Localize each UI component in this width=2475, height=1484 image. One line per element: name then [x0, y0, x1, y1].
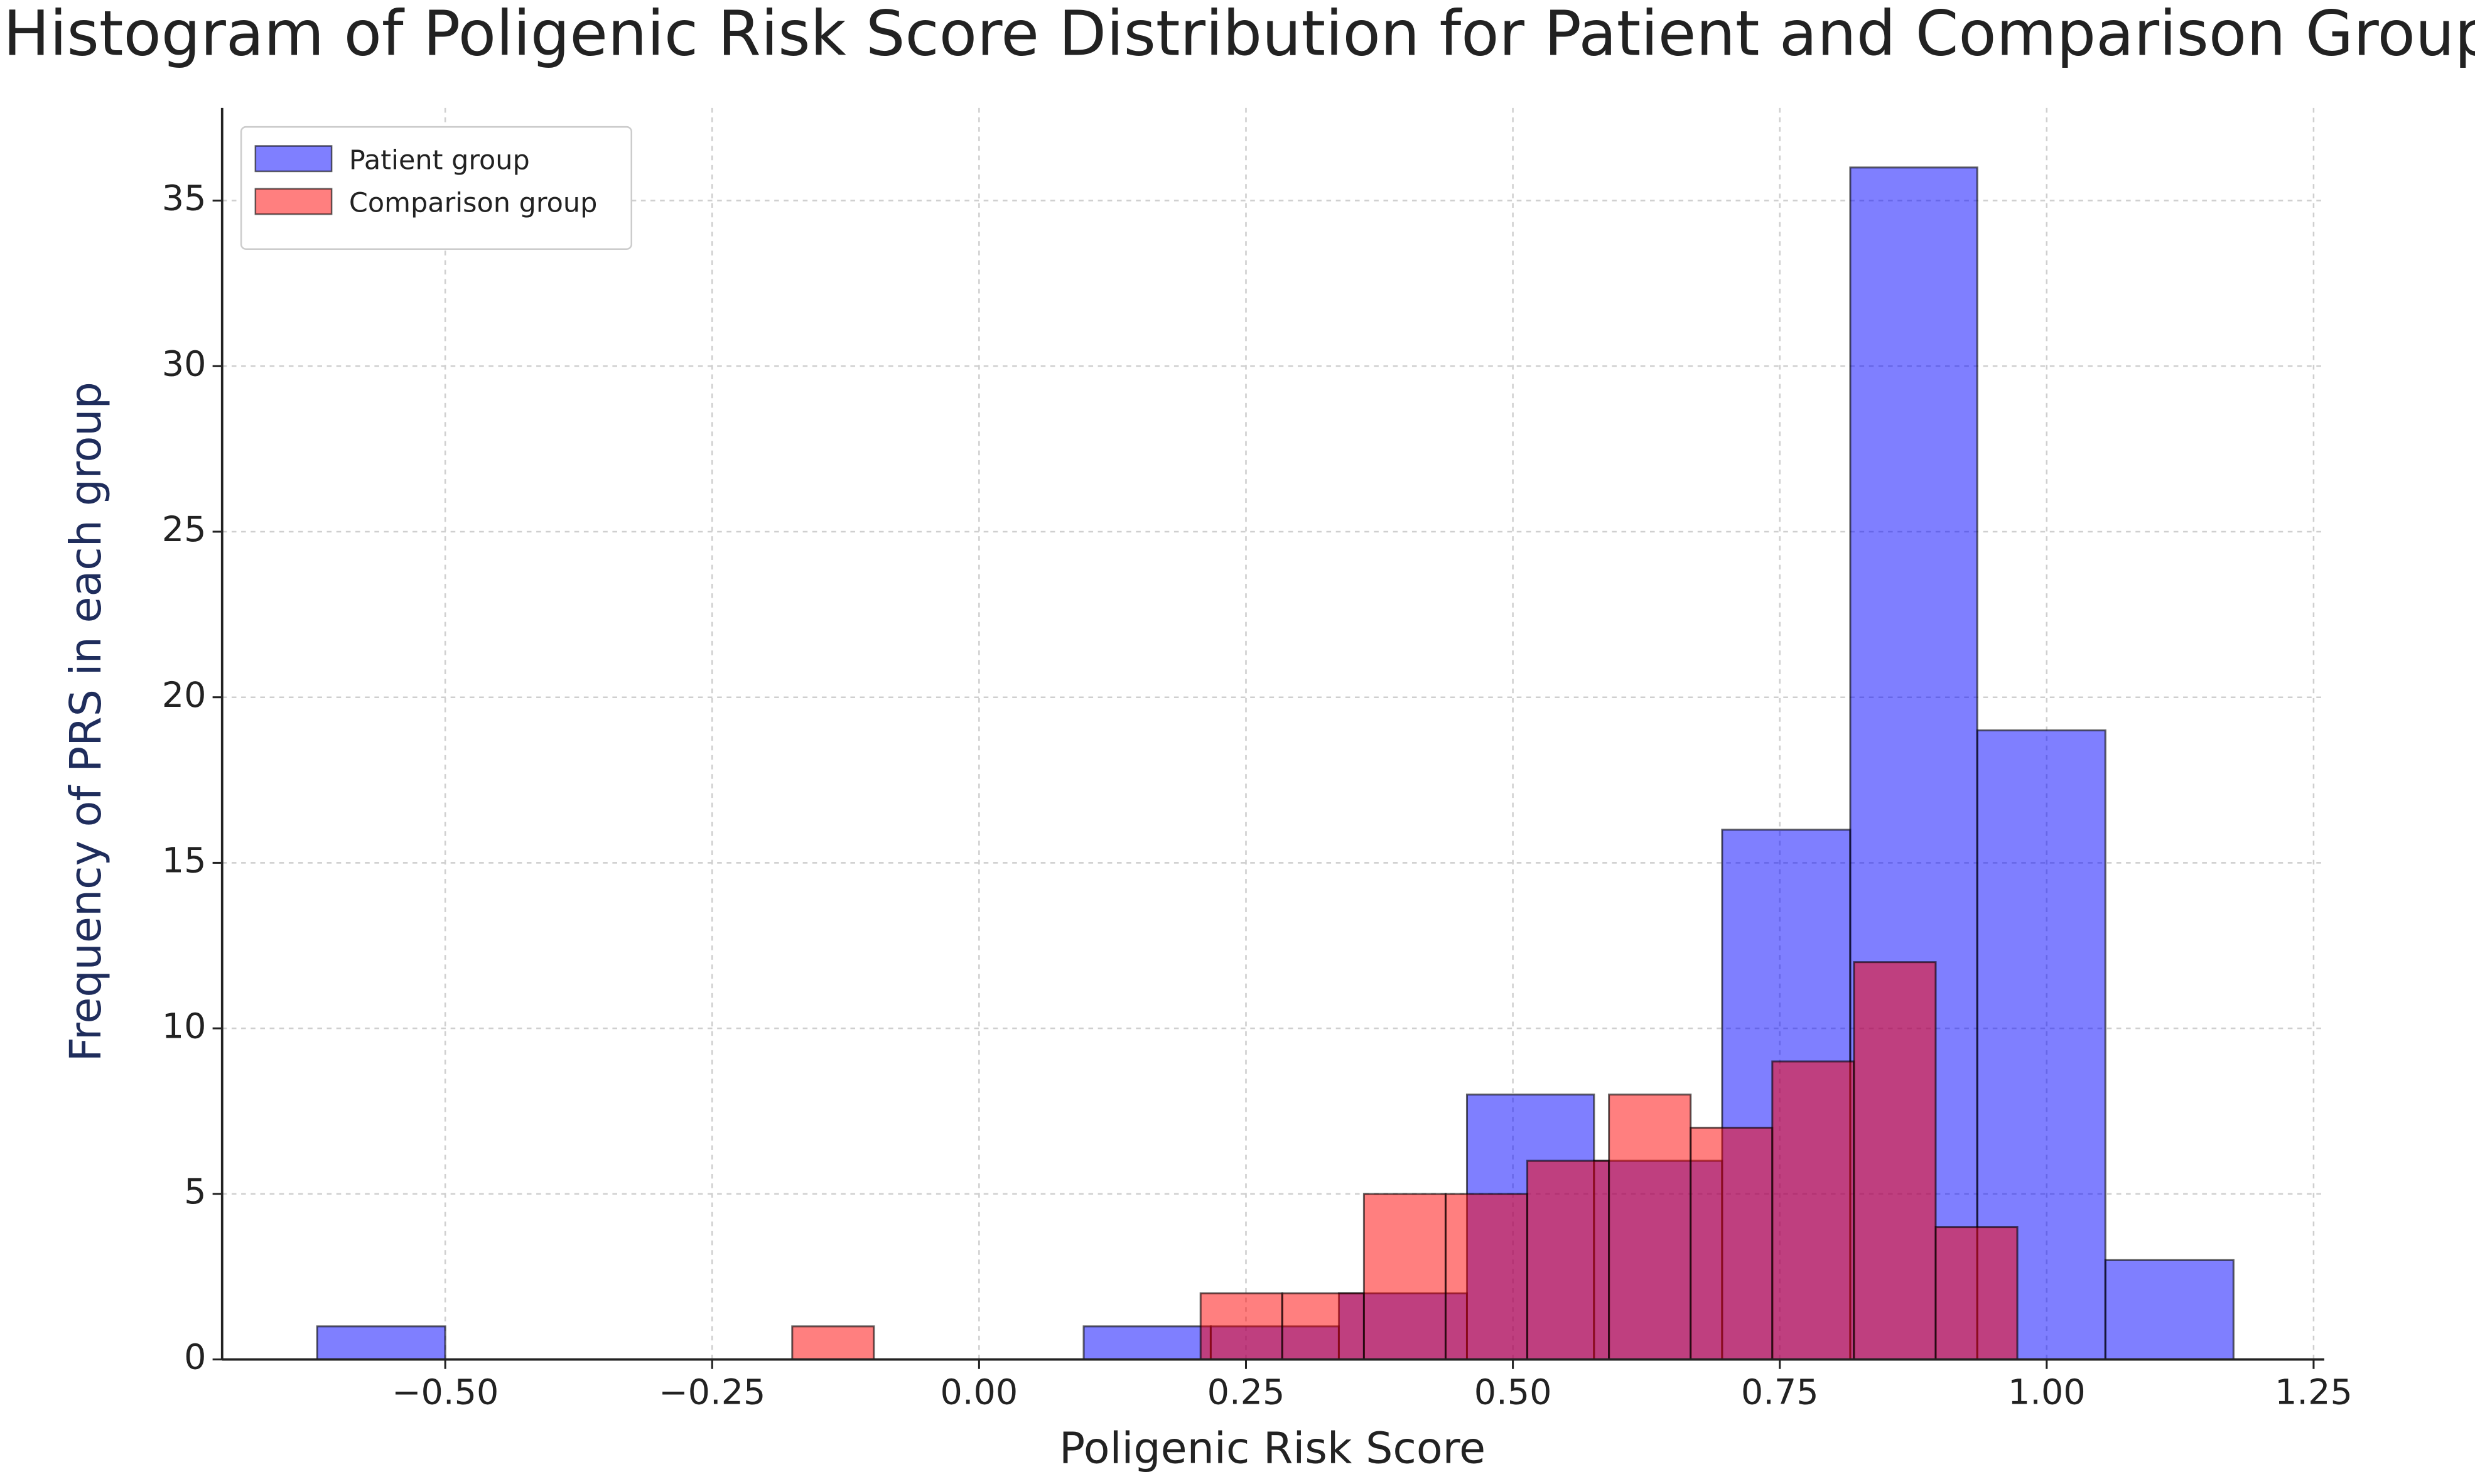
x-tick-label: 1.00: [2008, 1372, 2086, 1412]
bar: [316, 1325, 446, 1361]
legend-frame: [240, 126, 632, 250]
bar: [1690, 1126, 1774, 1361]
x-tick-label: 0.25: [1207, 1372, 1285, 1412]
y-tick-label: 25: [162, 509, 207, 550]
x-axis-label: Poligenic Risk Score: [1059, 1424, 1486, 1474]
bar: [2104, 1259, 2235, 1361]
bar: [1526, 1159, 1610, 1361]
legend-swatch: [254, 145, 333, 173]
x-tick-label: 0.75: [1741, 1372, 1819, 1412]
chart-title: Histogram of Poligenic Risk Score Distri…: [3, 0, 2475, 70]
x-tick-label: 0.50: [1474, 1372, 1552, 1412]
bar: [791, 1325, 875, 1361]
x-tick-label: −0.25: [659, 1372, 765, 1412]
bar: [1362, 1193, 1447, 1361]
bar: [1082, 1325, 1212, 1361]
y-tick-label: 20: [162, 675, 207, 716]
y-tick-label: 10: [162, 1006, 207, 1046]
bar: [1444, 1193, 1529, 1361]
y-tick-label: 35: [162, 178, 207, 219]
x-tick-label: 0.00: [941, 1372, 1018, 1412]
legend: Patient group Comparison group: [240, 126, 632, 250]
legend-label: Patient group: [349, 144, 530, 176]
y-tick-label: 30: [162, 343, 207, 384]
y-axis-label: Frequency of PRS in each group: [62, 382, 111, 1062]
bar: [1771, 1060, 1855, 1361]
bar: [1199, 1292, 1283, 1361]
y-tick-label: 0: [184, 1337, 206, 1378]
bar: [1853, 961, 1937, 1361]
bar: [1934, 1226, 2019, 1361]
bar: [1608, 1094, 1692, 1361]
x-tick-label: 1.25: [2275, 1372, 2353, 1412]
legend-swatch: [254, 188, 333, 215]
y-tick-label: 5: [184, 1171, 206, 1212]
y-tick-label: 15: [162, 841, 207, 881]
bar: [1281, 1292, 1365, 1361]
x-tick-label: −0.50: [392, 1372, 499, 1412]
legend-label: Comparison group: [349, 188, 597, 219]
